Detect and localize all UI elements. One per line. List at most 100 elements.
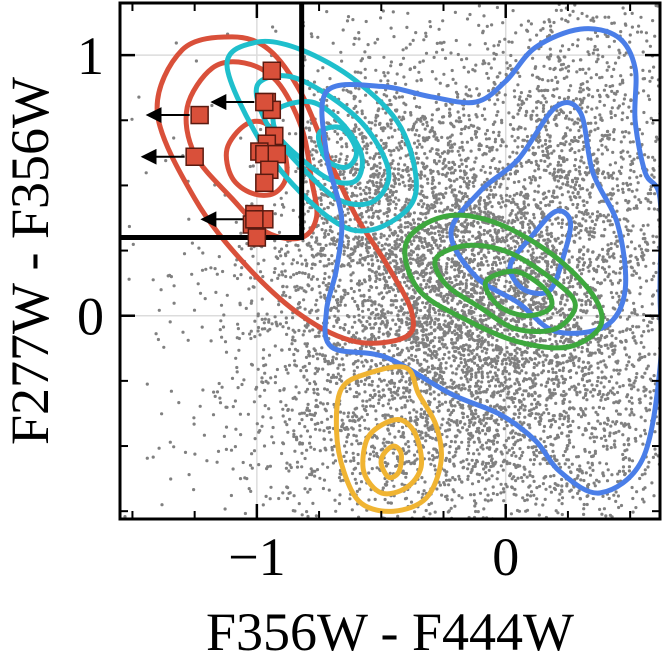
background-point bbox=[393, 128, 397, 132]
background-point bbox=[537, 274, 541, 278]
background-point bbox=[612, 128, 616, 132]
background-point bbox=[403, 280, 407, 284]
background-point bbox=[609, 242, 613, 246]
background-point bbox=[470, 482, 475, 486]
background-point bbox=[535, 486, 539, 490]
background-point bbox=[389, 149, 393, 153]
background-point bbox=[561, 293, 565, 297]
background-point bbox=[404, 475, 408, 479]
background-point bbox=[409, 419, 413, 423]
background-point bbox=[409, 183, 413, 187]
background-point bbox=[580, 303, 584, 307]
background-point bbox=[615, 291, 619, 295]
background-point bbox=[443, 56, 448, 61]
background-point bbox=[399, 396, 403, 400]
background-point bbox=[445, 235, 449, 239]
background-point bbox=[400, 348, 404, 352]
background-point bbox=[506, 66, 510, 70]
background-point bbox=[373, 338, 377, 342]
background-point bbox=[377, 202, 381, 206]
background-point bbox=[378, 155, 382, 159]
background-point bbox=[480, 298, 484, 302]
background-point bbox=[343, 342, 347, 346]
background-point bbox=[376, 259, 380, 263]
background-point bbox=[593, 351, 597, 355]
background-point bbox=[438, 244, 442, 248]
background-point bbox=[354, 390, 359, 394]
background-point bbox=[544, 358, 548, 362]
background-point bbox=[470, 336, 474, 340]
background-point bbox=[361, 263, 365, 267]
background-point bbox=[403, 395, 408, 399]
background-point bbox=[466, 415, 470, 419]
background-point bbox=[319, 159, 323, 163]
background-point bbox=[217, 255, 221, 259]
background-point bbox=[408, 222, 412, 226]
background-point bbox=[501, 229, 505, 233]
background-point bbox=[374, 279, 378, 283]
background-point bbox=[560, 297, 564, 301]
background-point bbox=[551, 248, 555, 252]
background-point bbox=[516, 294, 521, 298]
background-point bbox=[403, 184, 407, 188]
background-point bbox=[646, 223, 650, 227]
background-point bbox=[529, 297, 534, 301]
background-point bbox=[419, 173, 423, 177]
background-point bbox=[621, 329, 625, 333]
background-point bbox=[394, 265, 398, 269]
background-point bbox=[422, 165, 426, 169]
background-point bbox=[639, 228, 643, 232]
background-point bbox=[509, 472, 513, 476]
background-point bbox=[631, 140, 635, 144]
background-point bbox=[424, 212, 428, 216]
background-point bbox=[548, 435, 553, 439]
background-point bbox=[511, 317, 515, 321]
background-point bbox=[465, 194, 469, 199]
background-point bbox=[385, 291, 389, 295]
background-point bbox=[437, 393, 441, 397]
background-point bbox=[429, 244, 433, 248]
background-point bbox=[439, 366, 443, 370]
background-point bbox=[345, 145, 349, 149]
background-point bbox=[509, 384, 513, 388]
background-point bbox=[318, 476, 322, 480]
background-point bbox=[608, 331, 612, 335]
background-point bbox=[456, 302, 460, 306]
background-point bbox=[369, 299, 373, 303]
background-point bbox=[434, 350, 438, 354]
background-point bbox=[596, 280, 600, 285]
background-point bbox=[355, 162, 359, 166]
background-point bbox=[350, 508, 354, 512]
background-point bbox=[262, 258, 266, 262]
background-point bbox=[348, 218, 352, 222]
background-point bbox=[500, 196, 504, 200]
background-point bbox=[475, 353, 479, 357]
background-point bbox=[576, 17, 580, 21]
background-point bbox=[334, 289, 338, 293]
background-point bbox=[284, 191, 288, 195]
background-point bbox=[446, 296, 450, 300]
background-point bbox=[433, 397, 437, 401]
background-point bbox=[576, 474, 580, 478]
background-point bbox=[525, 335, 529, 340]
background-point bbox=[392, 200, 396, 204]
background-point bbox=[358, 261, 362, 265]
background-point bbox=[395, 408, 399, 412]
background-point bbox=[524, 113, 528, 118]
background-point bbox=[430, 182, 434, 186]
background-point bbox=[445, 325, 450, 329]
background-point bbox=[504, 235, 508, 239]
background-point bbox=[190, 241, 194, 245]
background-point bbox=[461, 321, 465, 325]
background-point bbox=[330, 262, 334, 266]
background-point bbox=[583, 365, 588, 369]
background-point bbox=[545, 261, 549, 265]
background-point bbox=[365, 160, 369, 164]
background-point bbox=[383, 74, 387, 78]
background-point bbox=[465, 303, 469, 308]
background-point bbox=[595, 15, 599, 19]
background-point bbox=[568, 400, 572, 404]
background-point bbox=[559, 300, 563, 304]
background-point bbox=[620, 118, 624, 122]
background-point bbox=[370, 333, 374, 337]
